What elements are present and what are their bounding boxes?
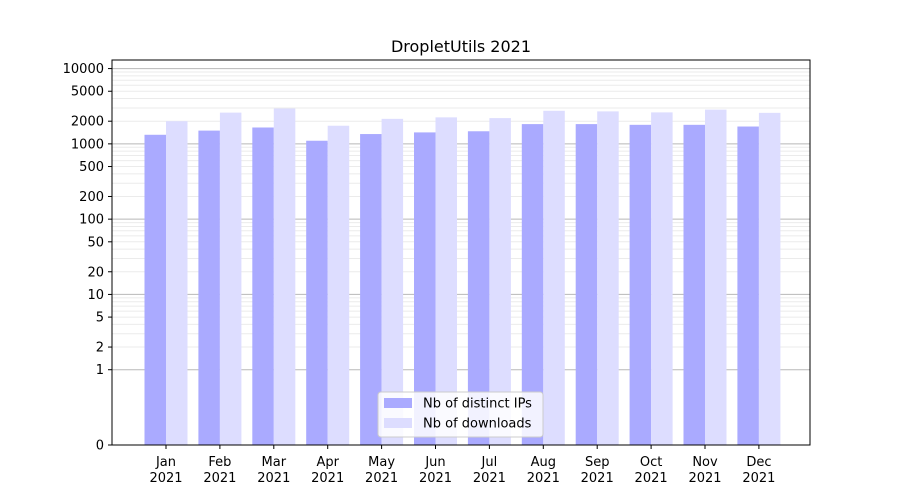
x-tick-label-year: 2021 (581, 471, 614, 486)
x-axis: Jan2021Feb2021Mar2021Apr2021May2021Jun20… (149, 445, 775, 486)
y-tick-label: 20 (87, 265, 104, 280)
y-tick-label: 0 (96, 439, 104, 454)
x-tick-label-year: 2021 (311, 471, 344, 486)
x-tick-label-month: Jul (481, 455, 498, 470)
y-axis: 0 1 2 5 10 20 50 100 200 500 1000 2000 5000 10000 (63, 62, 112, 454)
bar-downloads-dec (758, 112, 781, 445)
plot-frame (111, 59, 811, 446)
x-tick-label-month: Aug (531, 455, 556, 470)
y-tick-label: 50 (87, 235, 104, 250)
x-tick-label-year: 2021 (473, 471, 506, 486)
bar-distinct-ips-nov (683, 124, 705, 445)
y-tick-label: 5 (96, 311, 104, 326)
x-tick-label-year: 2021 (203, 471, 236, 486)
x-tick-label-year: 2021 (742, 471, 775, 486)
y-tick-label: 500 (79, 160, 104, 175)
bar-downloads-jun (435, 117, 457, 445)
x-tick-label-year: 2021 (635, 471, 668, 486)
bar-distinct-ips-mar (252, 127, 274, 445)
x-tick-label-year: 2021 (365, 471, 398, 486)
legend-label: Nb of distinct IPs (423, 397, 532, 412)
x-tick-label-year: 2021 (527, 471, 560, 486)
bar-downloads-jul (489, 118, 511, 446)
x-tick-label-year: 2021 (419, 471, 452, 486)
bar-distinct-ips-sep (575, 124, 598, 445)
x-tick-label-month: Feb (208, 455, 231, 470)
bar-distinct-ips-apr (306, 140, 328, 445)
bar-distinct-ips-aug (521, 124, 544, 445)
x-tick-label-month: Nov (692, 455, 718, 470)
bar-distinct-ips-oct (629, 124, 652, 445)
x-tick-label-month: Sep (585, 455, 610, 470)
y-tick-label: 1 (96, 363, 104, 378)
x-tick-label-year: 2021 (149, 471, 182, 486)
bar-downloads-feb (219, 112, 242, 445)
y-tick-label: 10 (87, 288, 104, 303)
y-tick-label: 2000 (71, 115, 104, 130)
y-tick-label: 10000 (63, 62, 104, 77)
bar-downloads-sep (597, 111, 619, 445)
legend-label: Nb of downloads (423, 417, 532, 432)
legend-swatch (384, 418, 412, 428)
x-tick-label-year: 2021 (688, 471, 721, 486)
bars (144, 108, 781, 446)
bar-distinct-ips-jan (144, 134, 166, 445)
x-tick-label-month: Apr (316, 455, 339, 470)
bar-distinct-ips-feb (198, 130, 220, 446)
y-tick-label: 1000 (71, 137, 104, 152)
bar-distinct-ips-dec (737, 126, 759, 446)
bar-distinct-ips-jul (467, 131, 490, 445)
bar-downloads-may (381, 118, 404, 445)
y-tick-label: 2 (96, 341, 104, 356)
x-tick-label-month: Mar (262, 455, 287, 470)
x-tick-label-year: 2021 (257, 471, 290, 486)
y-tick-label: 5000 (71, 85, 104, 100)
legend-swatch (384, 398, 412, 408)
x-tick-label-month: May (368, 455, 395, 470)
bar-downloads-apr (327, 125, 350, 445)
bar-distinct-ips-jun (414, 132, 436, 446)
x-tick-label-month: Oct (640, 455, 662, 470)
x-tick-label-month: Dec (746, 455, 771, 470)
y-tick-label: 200 (79, 190, 104, 205)
bar-downloads-aug (543, 110, 565, 446)
bar-downloads-jan (166, 121, 188, 445)
x-tick-label-month: Jan (155, 455, 176, 470)
legend-box (377, 391, 544, 438)
bar-downloads-oct (651, 112, 673, 445)
y-tick-label: 100 (79, 213, 104, 228)
bar-downloads-mar (273, 108, 296, 445)
bar-downloads-nov (705, 109, 727, 445)
bar-distinct-ips-may (360, 134, 382, 446)
chart-title: DropletUtils 2021 (391, 37, 531, 56)
x-tick-label-month: Jun (424, 455, 445, 470)
legend: Nb of distinct IPs Nb of downloads (377, 391, 544, 438)
